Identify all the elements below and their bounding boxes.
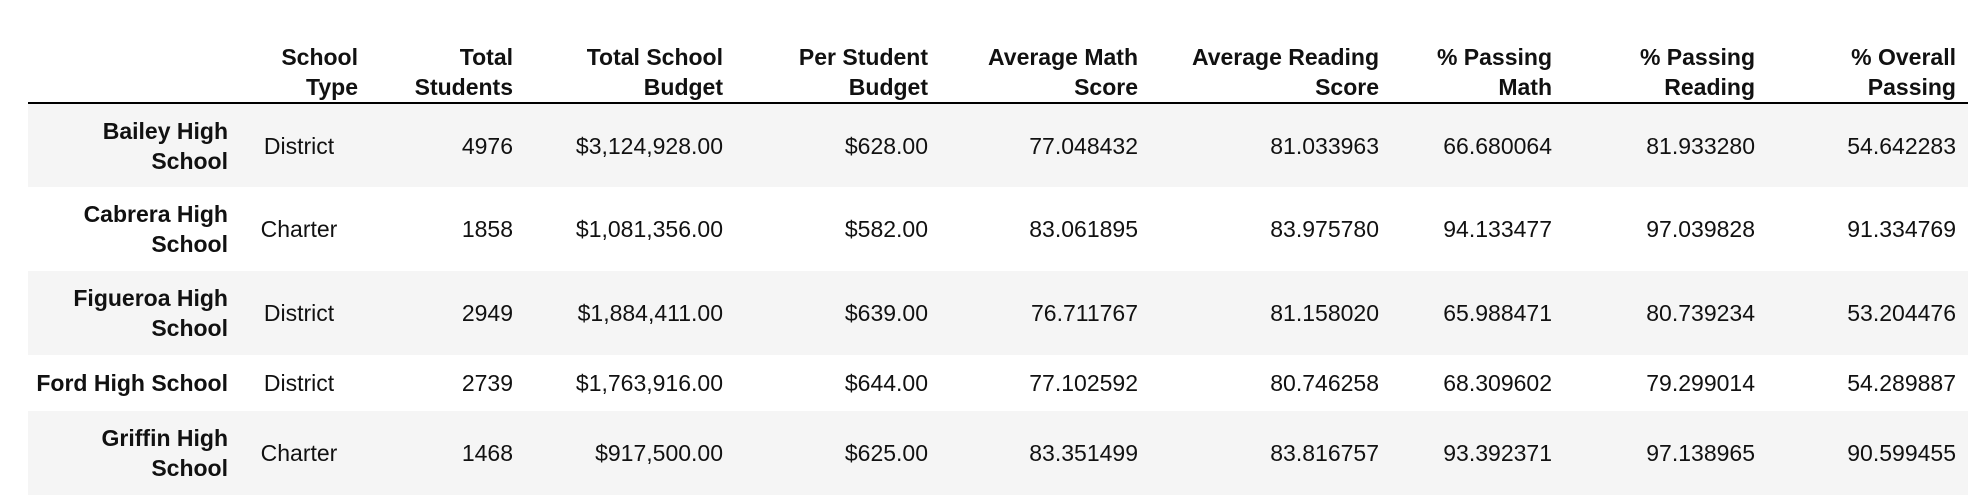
cell-average-reading-score: 80.746258 <box>1270 370 1379 396</box>
cell-passing-math: 66.680064 <box>1443 132 1552 159</box>
cell-passing-reading: 80.739234 <box>1646 300 1755 326</box>
cell-passing-reading: 97.138965 <box>1646 440 1755 466</box>
column-header-per-student-budget: Per Student Budget <box>735 30 940 104</box>
row-index-school-name: Griffin High School <box>101 425 228 481</box>
table-row: Cabrera High School Charter 1858 $1,081,356… <box>28 187 1968 271</box>
cell-overall-passing: 91.334769 <box>1847 216 1956 242</box>
cell-per-student-budget: $639.00 <box>844 300 928 326</box>
cell-average-reading-score: 81.033963 <box>1270 132 1379 159</box>
column-header-average-reading-score: Average Reading Score <box>1150 30 1391 104</box>
column-header-passing-math: % Passing Math <box>1391 30 1564 104</box>
cell-total-school-budget: $3,124,928.00 <box>575 132 723 159</box>
cell-school-type: Charter <box>260 216 338 242</box>
cell-average-reading-score: 83.975780 <box>1270 216 1379 242</box>
cell-passing-math: 93.392371 <box>1443 440 1552 466</box>
cell-total-students: 4976 <box>461 132 513 159</box>
row-index-school-name: Cabrera High School <box>83 201 228 257</box>
cell-overall-passing: 54.642283 <box>1847 132 1956 159</box>
cell-average-math-score: 77.102592 <box>1029 370 1138 396</box>
column-header-overall-passing: % Overall Passing <box>1767 30 1968 104</box>
cell-overall-passing: 90.599455 <box>1847 440 1956 466</box>
table-row: Bailey High School District 4976 $3,124,928… <box>28 103 1968 187</box>
cell-total-school-budget: $1,884,411.00 <box>577 300 723 326</box>
table-row: Figueroa High School District 2949 $1,884,4… <box>28 271 1968 355</box>
cell-total-students: 2949 <box>461 300 513 326</box>
cell-average-math-score: 77.048432 <box>1029 132 1138 159</box>
cell-average-math-score: 83.061895 <box>1029 216 1138 242</box>
cell-total-school-budget: $1,081,356.00 <box>575 216 723 242</box>
cell-school-type: District <box>263 370 335 396</box>
cell-average-reading-score: 81.158020 <box>1270 300 1379 326</box>
cell-school-type: District <box>263 300 335 326</box>
cell-overall-passing: 54.289887 <box>1847 370 1956 396</box>
cell-school-type: District <box>263 132 335 159</box>
header-row: School Type Total Students Total School Bud… <box>28 30 1968 104</box>
column-header-school-type: School Type <box>240 30 370 104</box>
cell-passing-reading: 97.039828 <box>1646 216 1755 242</box>
table-header: School Type Total Students Total School Bud… <box>28 30 1968 104</box>
cell-passing-math: 68.309602 <box>1443 370 1552 396</box>
cell-average-math-score: 83.351499 <box>1029 440 1138 466</box>
cell-per-student-budget: $644.00 <box>844 370 928 396</box>
cell-per-student-budget: $625.00 <box>844 440 928 466</box>
table-body: Bailey High School District 4976 $3,124,928… <box>28 103 1968 495</box>
cell-passing-math: 94.133477 <box>1443 216 1552 242</box>
cell-total-students: 1858 <box>461 216 513 242</box>
table-row: Ford High School District 2739 $1,763,916.0… <box>28 355 1968 411</box>
column-header-average-math-score: Average Math Score <box>940 30 1150 104</box>
cell-average-math-score: 76.711767 <box>1030 300 1138 326</box>
dataframe-output: School Type Total Students Total School Bud… <box>28 30 1968 495</box>
row-index-school-name: Figueroa High School <box>73 285 228 341</box>
cell-total-students: 2739 <box>461 370 513 396</box>
column-header-total-school-budget: Total School Budget <box>525 30 735 104</box>
cell-average-reading-score: 83.816757 <box>1270 440 1379 466</box>
column-header-total-students: Total Students <box>370 30 525 104</box>
cell-school-type: Charter <box>260 440 338 466</box>
row-index-school-name: Ford High School <box>36 370 228 396</box>
school-summary-table: School Type Total Students Total School Bud… <box>28 30 1968 495</box>
row-index-school-name: Bailey High School <box>102 117 228 174</box>
cell-passing-math: 65.988471 <box>1443 300 1552 326</box>
column-header-passing-reading: % Passing Reading <box>1564 30 1767 104</box>
index-header <box>28 30 240 104</box>
cell-total-school-budget: $1,763,916.00 <box>575 370 723 396</box>
cell-overall-passing: 53.204476 <box>1847 300 1956 326</box>
cell-total-school-budget: $917,500.00 <box>595 440 723 466</box>
cell-total-students: 1468 <box>461 440 513 466</box>
cell-passing-reading: 81.933280 <box>1646 132 1755 159</box>
table-row: Griffin High School Charter 1468 $917,500.0… <box>28 411 1968 495</box>
cell-passing-reading: 79.299014 <box>1646 370 1755 396</box>
cell-per-student-budget: $582.00 <box>844 216 928 242</box>
cell-per-student-budget: $628.00 <box>844 132 928 159</box>
